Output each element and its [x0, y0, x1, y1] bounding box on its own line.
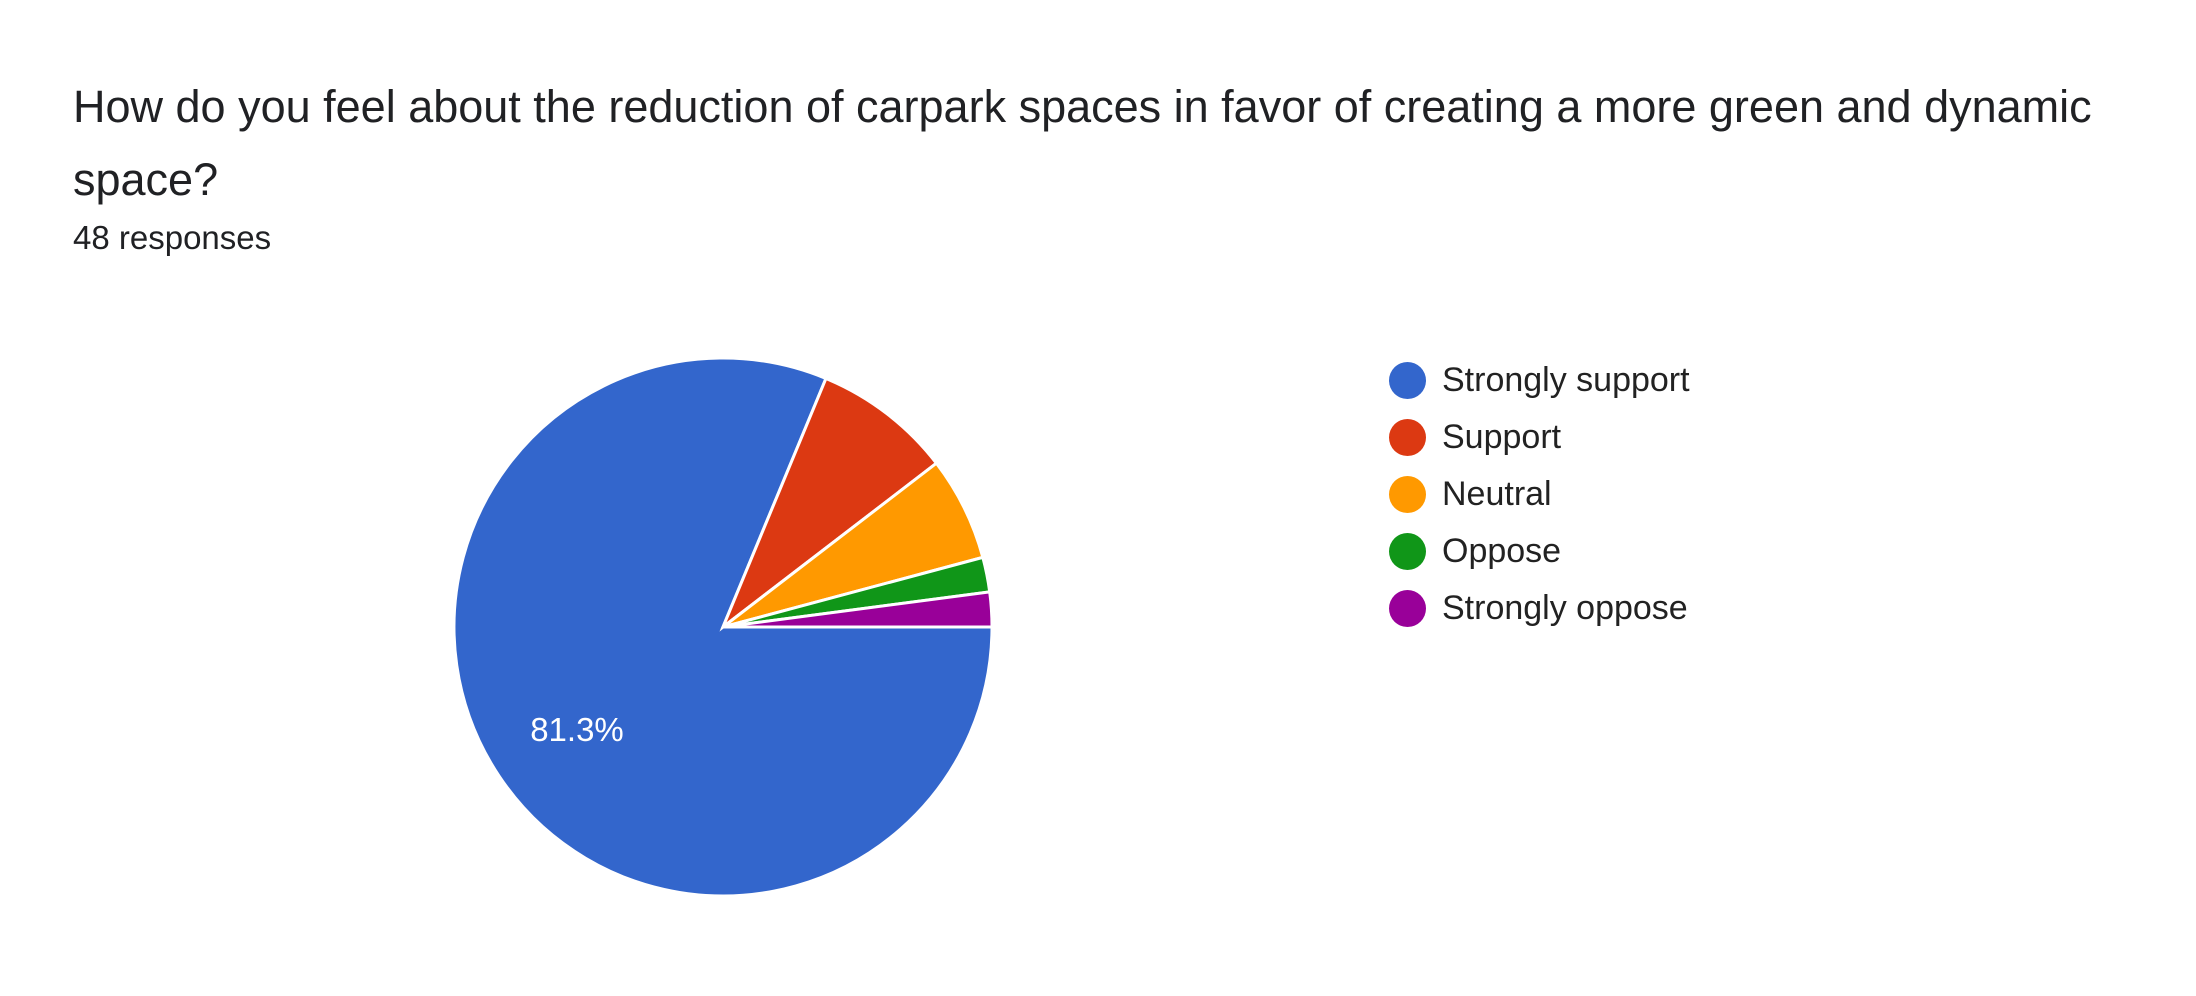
slice-label-strongly-support: 81.3%: [530, 711, 624, 748]
legend-swatch-icon: [1389, 419, 1426, 456]
legend-item-oppose[interactable]: Oppose: [1389, 523, 1690, 580]
legend-label: Oppose: [1442, 532, 1562, 570]
legend-item-neutral[interactable]: Neutral: [1389, 466, 1690, 523]
pie-slice-support[interactable]: [719, 376, 939, 632]
legend-item-strongly-support[interactable]: Strongly support: [1389, 352, 1690, 409]
legend-item-strongly-oppose[interactable]: Strongly oppose: [1389, 580, 1690, 637]
legend-swatch-icon: [1389, 362, 1426, 399]
legend: Strongly support Support Neutral Oppose …: [1389, 352, 1690, 637]
legend-label: Strongly oppose: [1442, 589, 1688, 627]
response-count: 48 responses: [73, 219, 272, 256]
legend-label: Neutral: [1442, 475, 1552, 513]
legend-swatch-icon: [1389, 476, 1426, 513]
legend-swatch-icon: [1389, 590, 1426, 627]
legend-label: Strongly support: [1442, 361, 1690, 399]
pie-slice-strongly-oppose[interactable]: [722, 590, 994, 629]
pie-slices: [452, 356, 994, 898]
legend-item-support[interactable]: Support: [1389, 409, 1690, 466]
legend-swatch-icon: [1389, 533, 1426, 570]
legend-label: Support: [1442, 418, 1562, 456]
question-title: How do you feel about the reduction of c…: [73, 81, 2092, 205]
